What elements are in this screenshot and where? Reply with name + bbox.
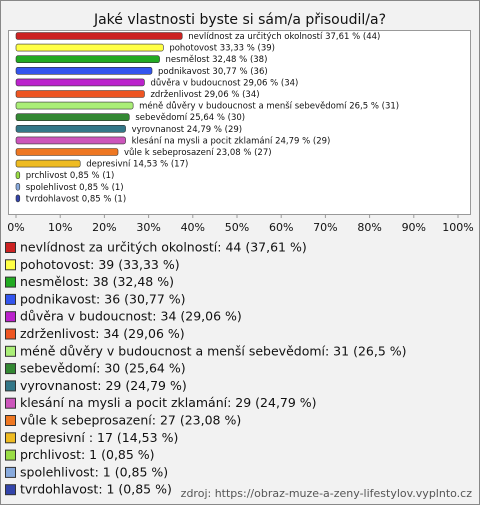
- legend-label: vůle k sebeprosazení: 27 (23,08 %): [20, 413, 241, 428]
- value-label: spolehlivost 0,85 % (1): [26, 183, 124, 193]
- x-tick-label: 90%: [402, 221, 426, 234]
- x-tick-label: 10%: [48, 221, 72, 234]
- value-label: vyrovnanost 24,79 % (29): [132, 125, 243, 135]
- x-tick-label: 30%: [136, 221, 160, 234]
- legend-label: pohotovost: 39 (33,33 %): [20, 257, 180, 272]
- bar: [15, 125, 126, 133]
- legend-swatch: [5, 276, 16, 288]
- bar: [15, 113, 130, 121]
- value-label: pohotovost 33,33 % (39): [169, 44, 275, 54]
- legend-label: spolehlivost: 1 (0,85 %): [20, 464, 168, 479]
- x-tick-label: 80%: [357, 221, 381, 234]
- bar: [15, 101, 134, 110]
- value-label: důvěra v budoucnost 29,06 % (34): [150, 77, 298, 88]
- legend-label: klesání na mysli a pocit zklamání: 29 (2…: [20, 395, 317, 410]
- legend-label: vyrovnanost: 29 (24,79 %): [20, 378, 187, 393]
- bar: [15, 90, 145, 98]
- value-label: podnikavost 30,77 % (36): [158, 67, 268, 77]
- legend-swatch: [5, 432, 16, 444]
- value-label: nevlídnost za určitých okolností 37,61 %…: [188, 31, 380, 42]
- bar: [15, 148, 119, 156]
- bar: [15, 194, 21, 203]
- x-tick-label: 0%: [7, 221, 24, 234]
- legend-label: zdrženlivost: 34 (29,06 %): [20, 326, 185, 341]
- bar: [15, 55, 160, 64]
- bar: [15, 159, 81, 168]
- value-label: zdrženlivost 29,06 % (34): [150, 90, 259, 100]
- value-label: vůle k sebeprosazení 23,08 % (27): [124, 147, 272, 158]
- legend-swatch: [5, 466, 16, 478]
- legend-swatch: [5, 415, 16, 426]
- value-label: sebevědomí 25,64 % (30): [135, 113, 245, 123]
- bar: [15, 32, 183, 40]
- bar: [15, 67, 153, 75]
- value-label: nesmělost 32,48 % (38): [166, 55, 268, 65]
- x-tick-label: 50%: [225, 221, 249, 234]
- legend-swatch: [5, 449, 16, 461]
- value-label: prchlivost 0,85 % (1): [26, 171, 115, 181]
- legend-label: méně důvěry v budoucnost a menší sebevěd…: [20, 343, 407, 358]
- legend-swatch: [5, 311, 16, 323]
- bar: [15, 171, 21, 179]
- legend-swatch: [5, 363, 16, 375]
- legend-label: nevlídnost za určitých okolností: 44 (37…: [20, 240, 307, 255]
- legend-swatch: [5, 328, 16, 340]
- legend-label: depresivní : 17 (14,53 %): [20, 430, 178, 445]
- value-label: méně důvěry v budoucnost a menší sebevěd…: [139, 101, 399, 112]
- legend-swatch: [5, 345, 16, 357]
- legend-label: prchlivost: 1 (0,85 %): [20, 447, 155, 462]
- bar: [15, 136, 126, 145]
- legend-swatch: [5, 397, 16, 409]
- value-label: klesání na mysli a pocit zklamání 24,79 …: [132, 136, 331, 146]
- source: zdroj: https://obraz-muze-a-zeny-lifesty…: [181, 487, 473, 500]
- legend-label: podnikavost: 36 (30,77 %): [20, 291, 186, 306]
- bar: [15, 43, 164, 52]
- value-label: tvrdohlavost 0,85 % (1): [26, 194, 126, 204]
- value-label: depresivní 14,53 % (17): [86, 160, 188, 170]
- legend-label: nesmělost: 38 (32,48 %): [20, 274, 174, 289]
- legend-swatch: [5, 293, 16, 305]
- legend-label: tvrdohlavost: 1 (0,85 %): [20, 482, 172, 497]
- x-tick-label: 100%: [442, 221, 473, 234]
- legend-swatch: [5, 259, 16, 271]
- legend-swatch: [5, 242, 16, 253]
- x-tick-label: 70%: [313, 221, 337, 234]
- x-tick-label: 40%: [181, 221, 205, 234]
- legend-swatch: [5, 484, 16, 496]
- bar: [15, 78, 145, 87]
- legend-label: důvěra v budoucnost: 34 (29,06 %): [20, 309, 242, 324]
- x-tick-label: 20%: [92, 221, 116, 234]
- legend-swatch: [5, 380, 16, 392]
- legend-label: sebevědomí: 30 (25,64 %): [20, 361, 186, 376]
- x-tick-label: 60%: [269, 221, 293, 234]
- chart-title: Jaké vlastnosti byste si sám/a přisoudil…: [93, 12, 386, 28]
- bar: [15, 183, 21, 191]
